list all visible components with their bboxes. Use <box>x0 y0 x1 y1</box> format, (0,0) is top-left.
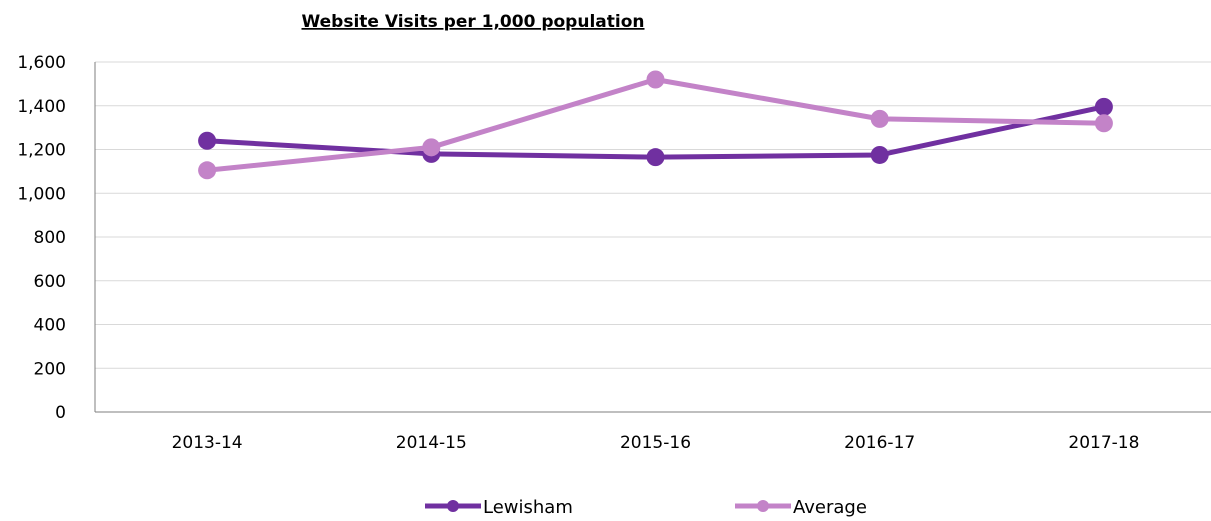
y-tick-label: 0 <box>55 403 66 423</box>
x-tick-label: 2013-14 <box>172 433 243 453</box>
series-average <box>198 70 1113 180</box>
y-tick-label: 1,400 <box>17 97 66 117</box>
chart-title: Website Visits per 1,000 population <box>301 12 644 32</box>
data-point <box>1094 114 1113 133</box>
gridlines <box>95 61 1211 369</box>
data-point <box>870 109 889 128</box>
y-tick-label: 1,000 <box>17 184 66 204</box>
y-tick-label: 600 <box>34 272 66 292</box>
x-tick-label: 2017-18 <box>1068 433 1139 453</box>
data-point <box>422 138 441 157</box>
y-tick-label: 400 <box>34 316 66 336</box>
legend-swatch-marker <box>447 500 459 512</box>
x-tick-label: 2016-17 <box>844 433 915 453</box>
data-point <box>646 148 665 167</box>
y-tick-label: 1,600 <box>17 53 66 73</box>
data-point <box>646 70 665 89</box>
legend-item-lewisham: Lewisham <box>425 497 573 518</box>
x-tick-label: 2015-16 <box>620 433 691 453</box>
y-tick-label: 1,200 <box>17 141 66 161</box>
legend-item-average: Average <box>735 497 867 518</box>
data-point <box>870 145 889 164</box>
data-point <box>198 131 217 150</box>
legend-label: Lewisham <box>483 497 573 518</box>
data-point <box>198 161 217 180</box>
data-point <box>1094 97 1113 116</box>
x-tick-label: 2014-15 <box>396 433 467 453</box>
legend: Lewisham Average <box>425 497 867 518</box>
axes: 0 200 400 600 800 1,000 1,200 1,400 1,600 2013-14… <box>17 53 1211 453</box>
legend-swatch-marker <box>757 500 769 512</box>
y-tick-label: 800 <box>34 228 66 248</box>
y-tick-label: 200 <box>34 359 66 379</box>
series-lines <box>198 70 1113 180</box>
legend-label: Average <box>793 497 867 518</box>
